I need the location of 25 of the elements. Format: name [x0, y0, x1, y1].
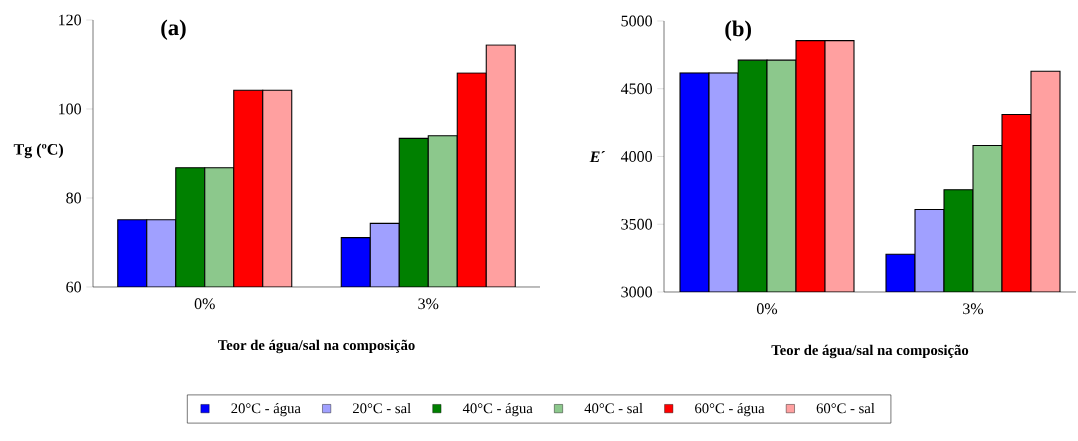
x-axis-title: Teor de água/sal na composição: [771, 344, 969, 359]
y-tick-label: 80: [66, 192, 82, 204]
y-tick-label: 120: [59, 14, 82, 26]
chart-title: (a): [161, 19, 186, 40]
legend-label: 40°C - sal: [584, 402, 643, 414]
legend-label: 60°C - sal: [816, 402, 875, 414]
y-tick-label: 4500: [620, 83, 653, 95]
legend-label: 20°C - sal: [353, 402, 411, 414]
legend-label: 20°C - água: [231, 402, 301, 417]
x-tick-label: 3%: [418, 298, 439, 310]
y-tick-label: 60: [66, 281, 82, 293]
x-tick-label: 0%: [194, 298, 215, 310]
y-tick-label: 3500: [621, 218, 653, 230]
y-axis-title: Tg (ºC): [13, 143, 64, 159]
x-tick-label: 3%: [963, 303, 984, 315]
y-axis-title: E´: [589, 150, 606, 163]
legend-label: 60°C - água: [695, 402, 765, 417]
x-axis-title: Teor de água/sal na composição: [218, 339, 415, 354]
y-tick-label: 4000: [620, 151, 653, 162]
x-tick-label: 0%: [756, 303, 778, 315]
legend-label: 40°C - água: [462, 402, 533, 417]
chart-title: (b): [725, 20, 751, 41]
y-tick-label: 3000: [621, 286, 653, 298]
y-tick-label: 100: [59, 103, 82, 115]
y-tick-label: 5000: [621, 15, 653, 27]
